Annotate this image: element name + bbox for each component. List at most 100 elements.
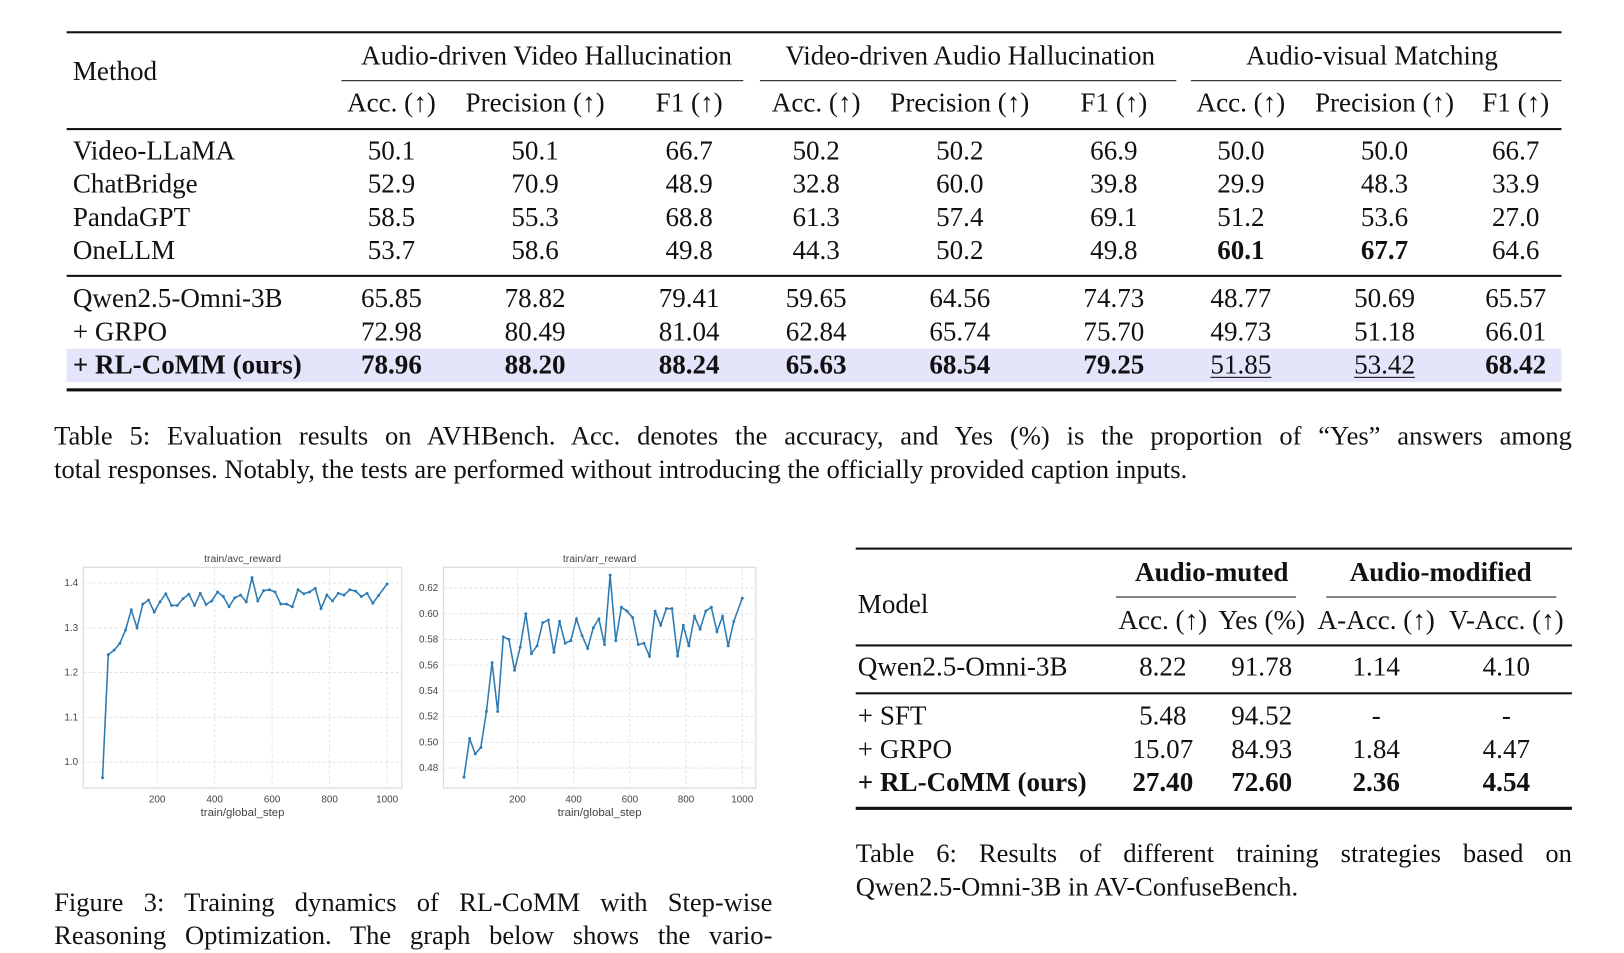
data-point [147, 598, 150, 602]
method-header: Method [72, 56, 158, 87]
column-header: Precision (↑) [465, 87, 605, 118]
y-tick-label: 1.2 [64, 668, 78, 679]
y-tick-label: 1.1 [64, 712, 78, 723]
data-point [152, 610, 156, 614]
data-point [485, 710, 488, 713]
data-point [135, 626, 139, 630]
data-point [175, 603, 179, 607]
table-cell: 60.1 [1217, 235, 1265, 266]
table-cell: 44.3 [792, 235, 840, 266]
data-point [233, 596, 237, 600]
data-point [365, 591, 369, 595]
table-cell: 50.1 [367, 135, 416, 166]
data-point [535, 644, 539, 648]
table-cell: 94.52 [1231, 700, 1293, 731]
data-point [313, 586, 317, 590]
table-cell: 29.9 [1217, 168, 1265, 199]
table-cell: 15.07 [1132, 733, 1194, 765]
table-rule [1190, 80, 1562, 82]
table-cell: 75.70 [1083, 316, 1145, 347]
table-rule [66, 388, 1562, 391]
data-point [239, 593, 242, 597]
table-cell: 4.54 [1482, 767, 1531, 798]
caption-line: Reasoning Optimization. The graph below … [54, 920, 773, 951]
table-rule [66, 128, 1562, 130]
table-cell: 51.18 [1354, 316, 1415, 347]
data-point [285, 602, 288, 606]
data-point [518, 645, 522, 649]
data-point [591, 626, 595, 630]
column-group-header: Audio-muted [1135, 556, 1289, 588]
caption-line: Table 6: Results of different training s… [855, 838, 1572, 869]
table-cell: 1.14 [1352, 651, 1400, 682]
table-cell: 32.8 [792, 168, 840, 199]
data-point [721, 614, 725, 618]
table-rule [855, 547, 1572, 550]
paper-page: Method Audio-driven Video Hallucination Vi… [54, 31, 1572, 950]
x-tick-label: 800 [321, 795, 338, 806]
data-point [704, 609, 708, 613]
table-cell: 5.48 [1139, 700, 1187, 731]
table-cell: 59.65 [785, 283, 847, 314]
data-point [653, 609, 657, 613]
data-point [558, 619, 562, 623]
table-cell: 62.84 [785, 316, 847, 347]
data-point [290, 605, 294, 609]
table-cell: 8.22 [1139, 651, 1187, 682]
data-point [642, 641, 646, 645]
data-point [385, 582, 389, 586]
table-cell: 58.6 [511, 235, 559, 266]
row-label: Qwen2.5-Omni-3B [72, 283, 283, 314]
x-tick-label: 200 [149, 795, 166, 806]
table-cell: 58.5 [367, 201, 416, 233]
data-point [198, 591, 202, 595]
table-cell: 68.8 [665, 201, 713, 233]
data-point [676, 654, 680, 658]
table-cell: 55.3 [511, 201, 559, 233]
y-tick-label: 0.58 [419, 635, 439, 646]
data-point [193, 603, 196, 607]
data-point [709, 605, 713, 609]
data-point [124, 628, 127, 632]
table-rule [1115, 596, 1297, 598]
column-header: Acc. (↑) [771, 87, 861, 118]
table-cell: 66.7 [1492, 135, 1540, 166]
row-label: PandaGPT [72, 201, 191, 233]
table-cell: 65.63 [785, 349, 847, 380]
column-header: Acc. (↑) [347, 87, 436, 118]
table-cell: - [1501, 700, 1511, 731]
table-cell: 72.60 [1231, 767, 1293, 798]
table-cell: 79.25 [1083, 349, 1145, 380]
data-point [325, 593, 329, 597]
table-cell: 49.8 [1090, 235, 1138, 266]
column-group-header: Audio-driven Video Hallucination [361, 40, 732, 71]
data-point [732, 619, 736, 623]
data-point [101, 776, 104, 780]
table-rule [855, 644, 1572, 646]
data-point [164, 592, 168, 596]
plot-frame [442, 566, 757, 789]
y-tick-label: 0.50 [419, 737, 439, 748]
data-point [670, 607, 674, 610]
data-point [216, 590, 219, 594]
y-tick-label: 1.0 [64, 757, 78, 768]
data-point [296, 588, 300, 592]
row-label: + RL-CoMM (ours) [857, 767, 1087, 798]
x-tick-label: 1000 [376, 795, 398, 806]
row-label: Video-LLaMA [72, 135, 236, 166]
table-cell: 70.9 [511, 168, 559, 199]
data-point [273, 590, 277, 594]
data-point [141, 602, 145, 606]
data-point [552, 650, 556, 654]
data-point [625, 609, 629, 613]
data-point [693, 614, 696, 618]
data-point [371, 601, 375, 605]
row-label: + GRPO [72, 316, 168, 347]
table-cell: 4.47 [1482, 733, 1531, 765]
data-point [529, 652, 533, 656]
data-point [580, 634, 584, 638]
data-point [129, 608, 133, 612]
y-tick-label: 0.60 [419, 609, 439, 620]
table-cell: 68.42 [1485, 349, 1547, 380]
data-point [256, 599, 260, 603]
